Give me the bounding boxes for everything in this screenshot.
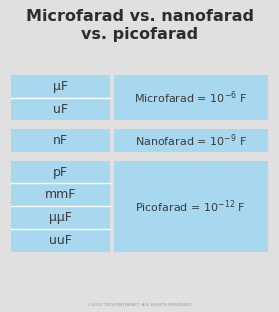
Text: pF: pF (53, 166, 68, 178)
Text: nF: nF (53, 134, 68, 147)
Text: ©2022 TECHONTHENET. ALL RIGHTS RESERVED.: ©2022 TECHONTHENET. ALL RIGHTS RESERVED. (87, 303, 192, 307)
Bar (11, 183, 110, 206)
Text: μF: μF (53, 80, 68, 93)
Bar (114, 161, 268, 252)
Text: Nanofarad = 10$^{-9}$ F: Nanofarad = 10$^{-9}$ F (135, 132, 247, 149)
Bar (11, 206, 110, 229)
Bar (11, 75, 110, 98)
Bar (11, 129, 110, 152)
Text: Microfarad vs. nanofarad
vs. picofarad: Microfarad vs. nanofarad vs. picofarad (25, 9, 254, 42)
Text: uuF: uuF (49, 234, 72, 247)
Bar (11, 229, 110, 252)
Text: Picofarad = 10$^{-12}$ F: Picofarad = 10$^{-12}$ F (135, 198, 246, 215)
Text: uF: uF (53, 103, 68, 115)
Bar (11, 161, 110, 183)
Bar (114, 129, 268, 152)
Text: Microfarad = 10$^{-6}$ F: Microfarad = 10$^{-6}$ F (134, 89, 247, 106)
Bar (11, 98, 110, 120)
Text: μμF: μμF (49, 211, 72, 224)
Bar (114, 75, 268, 120)
Text: mmF: mmF (45, 188, 76, 201)
